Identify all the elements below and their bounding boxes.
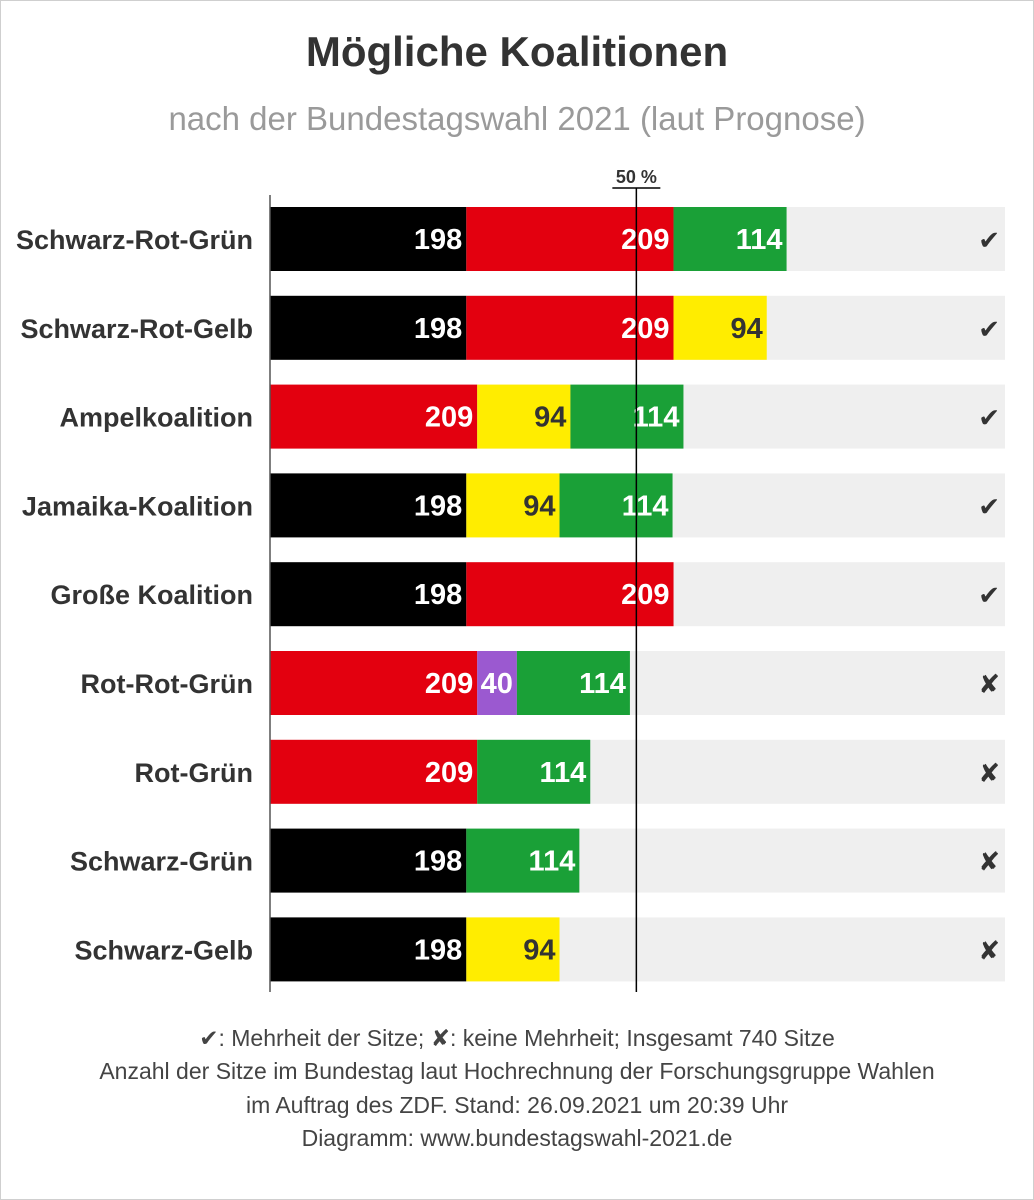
bar-segment (477, 384, 571, 449)
majority-check-icon: ✔ (978, 315, 1000, 345)
bar-value-label: 114 (622, 490, 669, 522)
bar-segment (270, 828, 467, 893)
bar-value-label: 114 (736, 224, 783, 256)
bar-segment (270, 917, 467, 982)
chart-footer: ✔: Mehrheit der Sitze; ✘: keine Mehrheit… (0, 1022, 1034, 1155)
bar-value-label: 114 (539, 757, 586, 789)
bar-value-label: 198 (414, 579, 462, 611)
majority-check-icon: ✔ (978, 404, 1000, 434)
bar-segment (466, 562, 674, 627)
bar-value-label: 114 (633, 402, 680, 434)
bar-segment (270, 473, 467, 538)
bar-value-label: 198 (414, 934, 462, 966)
chart-subtitle: nach der Bundestagswahl 2021 (laut Progn… (168, 100, 866, 137)
row-label: Rot-Rot-Grün (81, 669, 253, 699)
bar-value-label: 209 (621, 579, 669, 611)
bar-segment (270, 295, 467, 360)
bar-segment (270, 651, 478, 715)
no-majority-cross-icon: ✘ (978, 848, 1000, 878)
bar-value-label: 209 (621, 224, 669, 256)
majority-label: 50 % (616, 167, 657, 187)
bar-segment (466, 917, 560, 982)
bar-segment (673, 295, 767, 360)
bar-segment (466, 295, 674, 360)
no-majority-cross-icon: ✘ (978, 936, 1000, 966)
row-label: Schwarz-Rot-Grün (16, 225, 253, 255)
bar-value-label: 114 (529, 846, 576, 878)
row-label: Rot-Grün (135, 758, 253, 788)
bar-value-label: 209 (425, 668, 473, 700)
bar-segment (559, 473, 673, 538)
bar-value-label: 94 (730, 313, 762, 345)
bar-value-label: 94 (523, 934, 555, 966)
bar-segment (270, 739, 478, 804)
row-label: Jamaika-Koalition (22, 491, 253, 521)
bar-value-label: 209 (621, 313, 669, 345)
majority-check-icon: ✔ (978, 492, 1000, 522)
bar-segment (477, 739, 591, 804)
bar-segment (673, 207, 787, 271)
footer-date-line: im Auftrag des ZDF. Stand: 26.09.2021 um… (245, 1091, 789, 1118)
row-label: Schwarz-Rot-Gelb (20, 314, 253, 344)
bar-value-label: 94 (534, 402, 566, 434)
bar-segment (270, 207, 467, 271)
bar-segment (466, 828, 580, 893)
bar-value-label: 114 (579, 668, 626, 700)
bar-value-label: 198 (414, 224, 462, 256)
row-label: Schwarz-Gelb (74, 935, 253, 965)
bar-segment (477, 651, 517, 715)
bar-value-label: 198 (414, 490, 462, 522)
row-label: Schwarz-Grün (70, 847, 253, 877)
row-label: Große Koalition (51, 580, 254, 610)
bar-segment (570, 384, 684, 449)
bar-segment (516, 651, 630, 715)
bar-value-label: 209 (425, 757, 473, 789)
no-majority-cross-icon: ✘ (978, 670, 1000, 700)
bar-segment (270, 562, 467, 627)
bar-value-label: 198 (414, 313, 462, 345)
bar-value-label: 94 (523, 490, 555, 522)
bar-segment (270, 384, 478, 449)
bar-value-label: 209 (425, 402, 473, 434)
footer-credit-line: Diagramm: www.bundestagswahl-2021.de (301, 1125, 733, 1152)
bar-segment (466, 207, 674, 271)
footer-legend-line: ✔: Mehrheit der Sitze; ✘: keine Mehrheit… (199, 1025, 835, 1051)
coalition-bar-chart: Schwarz-Rot-Grün 198 209 114 ✔ Schwarz-Rot-Ge… (16, 167, 1005, 992)
chart-title: Mögliche Koalitionen (305, 28, 729, 75)
bar-segment (466, 473, 560, 538)
no-majority-cross-icon: ✘ (978, 759, 1000, 789)
footer-source-line: Anzahl der Sitze im Bundestag laut Hochr… (99, 1058, 935, 1085)
row-label: Ampelkoalition (59, 403, 253, 433)
bar-value-label: 40 (481, 668, 513, 700)
majority-check-icon: ✔ (978, 226, 1000, 256)
bar-value-label: 198 (414, 846, 462, 878)
majority-check-icon: ✔ (978, 581, 1000, 611)
